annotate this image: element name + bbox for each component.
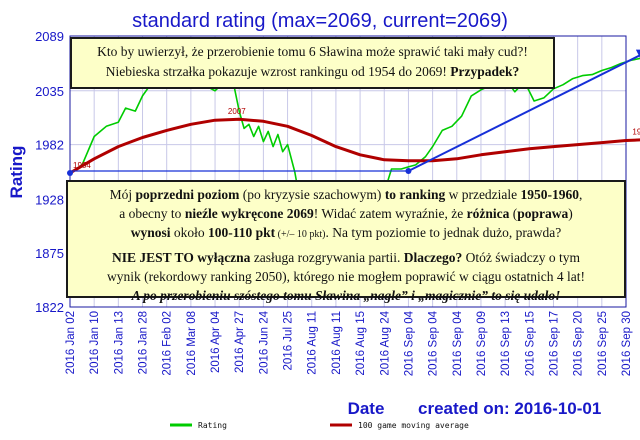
y-axis-label: Rating — [7, 146, 26, 199]
top-note-line-2: Niebieska strzałka pokazuje wzrost ranki… — [105, 64, 520, 79]
bottom-note-line-2: a obecny to nieźle wykręcone 2069! Widać… — [119, 206, 573, 221]
bottom-note-line-5: wynik (rekordowy ranking 2050), którego … — [106, 269, 585, 284]
moving-average-line — [69, 117, 640, 175]
x-tick-label: 2016 Jan 13 — [113, 311, 125, 374]
value-annotations: 1954 2007 1987 — [73, 107, 640, 170]
y-tick-label: 2089 — [35, 29, 64, 44]
x-tick-label: 2016 Aug 15 — [355, 311, 367, 376]
y-tick-label: 1982 — [35, 138, 64, 153]
y-tick-label: 2035 — [35, 84, 64, 99]
x-tick-label: 2016 Sep 13 — [500, 311, 512, 376]
x-tick-label: 2016 Sep 25 — [597, 311, 609, 376]
x-tick-label: 2016 Aug 24 — [379, 310, 391, 375]
y-tick-label: 1822 — [35, 300, 64, 315]
x-tick-label: 2016 Jan 10 — [89, 311, 101, 374]
x-tick-label: 2016 Apr 04 — [210, 310, 222, 373]
x-tick-labels: 2016 Jan 02 2016 Jan 10 2016 Jan 13 2016 Ja… — [65, 310, 633, 376]
x-tick-label: 2016 Aug 11 — [331, 311, 343, 375]
x-tick-label: 2016 Jun 24 — [258, 310, 270, 374]
x-tick-label: 2016 Jan 28 — [138, 311, 150, 374]
x-tick-label: 2016 Sep 04 — [403, 310, 415, 376]
trend-arrow — [407, 49, 640, 172]
x-tick-label: 2016 Jul 25 — [283, 311, 295, 370]
legend-label: 100 game moving average — [358, 421, 469, 430]
bottom-note-line-3: wynosi około 100-110 pkt (+/– 10 pkt). N… — [130, 225, 562, 240]
value-annotation: 2007 — [228, 107, 246, 116]
chart-title: standard rating (max=2069, current=2069) — [132, 10, 508, 32]
y-tick-label: 1875 — [35, 246, 64, 261]
top-annotation-box: Kto by uwierzył, że przerobienie tomu 6 … — [70, 37, 555, 89]
bottom-note-line-1: Mój poprzedni poziom (po kryzysie szacho… — [109, 187, 583, 202]
bottom-note-line-6: A po przerobieniu szóstego tomu Sławina … — [131, 288, 561, 303]
x-tick-label: 2016 Sep 17 — [548, 311, 560, 376]
x-tick-label: 2016 Apr 27 — [234, 311, 246, 373]
value-annotation: 1987 — [632, 128, 640, 137]
x-tick-label: 2016 Sep 04 — [452, 310, 464, 376]
y-tick-labels: 2089 2035 1982 1928 1875 1822 — [35, 29, 64, 315]
bottom-annotation-box: Mój poprzedni poziom (po kryzysie szacho… — [66, 180, 626, 303]
legend: Rating 100 game moving average — [170, 421, 469, 430]
x-tick-label: 2016 Sep 15 — [524, 311, 536, 376]
x-tick-label: 2016 Jan 02 — [65, 311, 77, 374]
x-tick-label: 2016 Sep 30 — [621, 311, 633, 376]
x-axis-label: Date — [348, 399, 385, 418]
y-tick-label: 1928 — [35, 192, 64, 207]
x-tick-label: 2016 Sep 20 — [573, 311, 585, 376]
bottom-note-line-4: NIE JEST TO wyłączna zasługa rozgrywania… — [112, 250, 580, 265]
top-note-line-1: Kto by uwierzył, że przerobienie tomu 6 … — [97, 44, 528, 59]
x-tick-label: 2016 Aug 11 — [307, 311, 319, 375]
created-on-label: created on: 2016-10-01 — [418, 399, 601, 418]
x-tick-label: 2016 Mar 08 — [186, 311, 198, 376]
x-tick-label: 2016 Sep 09 — [476, 311, 488, 376]
x-tick-label: 2016 Sep 04 — [428, 310, 440, 376]
x-tick-label: 2016 Feb 02 — [162, 311, 174, 376]
legend-label: Rating — [198, 421, 227, 430]
value-annotation: 1954 — [73, 161, 91, 170]
